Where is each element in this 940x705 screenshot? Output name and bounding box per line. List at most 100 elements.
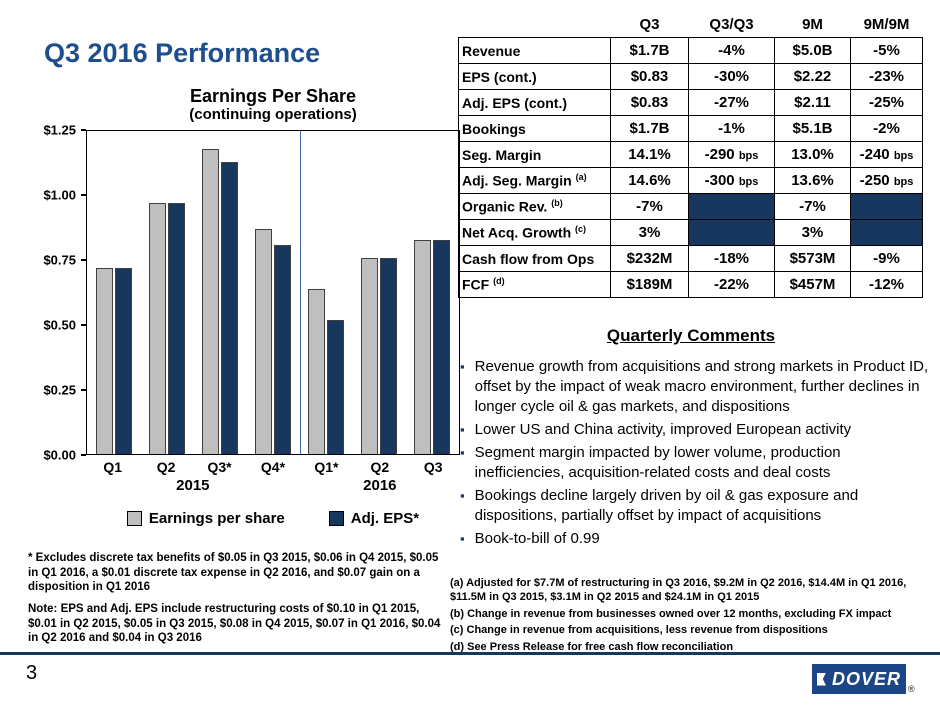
metric-label: Adj. Seg. Margin (a) [458,167,611,194]
metric-value: -7% [610,193,689,220]
bullet-icon: ▪ [460,488,465,503]
metric-label: Adj. EPS (cont.) [458,89,611,116]
bar-earnings-per-share [414,239,432,454]
metric-label: Organic Rev. (b) [458,193,611,220]
legend-item: Earnings per share [126,510,285,527]
metric-value: $2.22 [774,63,851,90]
bar-earnings-per-share [95,267,113,454]
metric-filled-cell [850,219,923,246]
registered-mark: ® [908,684,915,694]
bar-group [254,131,291,454]
metrics-row: Revenue $1.7B -4% $5.0B -5% [458,37,923,64]
metric-value: -30% [688,63,775,90]
footnote-item: (a) Adjusted for $7.7M of restructuring … [450,577,907,603]
bottom-divider [0,652,940,655]
metric-value: 14.6% [610,167,689,194]
plot-row: $1.25 $1.00 $0.75 $0.50 $0.25 $0.00 [28,123,460,463]
metrics-row: Adj. Seg. Margin (a) 14.6% -300 bps 13.6% -2… [458,167,923,194]
comment-item: ▪ Segment margin impacted by lower volume… [460,443,930,483]
footnote-restructuring: Note: EPS and Adj. EPS include restructu… [28,603,441,645]
metric-value: -18% [688,245,775,272]
eps-chart: Earnings Per Share (continuing operation… [28,86,460,527]
metrics-row: Adj. EPS (cont.) $0.83 -27% $2.11 -25% [458,89,923,116]
metric-label: EPS (cont.) [458,63,611,90]
legend-swatch [126,511,142,526]
metric-value: -1% [688,115,775,142]
footnotes-right: (a) Adjusted for $7.7M of restructuring … [450,577,930,658]
metrics-col-header: 9M/9M [863,16,910,33]
metric-value: -12% [850,271,923,298]
bar-earnings-per-share [201,149,219,454]
bar-adj-eps [220,162,238,454]
bar-group [95,131,132,454]
bullet-icon: ▪ [460,359,465,374]
comment-text: Lower US and China activity, improved Eu… [474,421,852,438]
metric-value: -250 bps [850,167,923,194]
x-tick-label: Q3 [423,459,443,475]
metrics-table-body: Revenue $1.7B -4% $5.0B -5% EPS (cont.) $0.83-… [458,37,923,298]
metrics-row: FCF (d) $189M -22% $457M -12% [458,271,923,298]
metrics-row: Seg. Margin 14.1% -290 bps 13.0% -240 bps [458,141,923,168]
legend-label: Earnings per share [148,510,285,527]
metric-value: $573M [774,245,851,272]
y-tick-mark [81,389,86,391]
bar-group [361,131,398,454]
metric-value: -300 bps [688,167,775,194]
metrics-col-header-empty [459,14,611,38]
metric-value: 3% [774,219,851,246]
metrics-table-block: Q3 Q3/Q3 9M 9M/9M Revenue $1.7B -4% $5.0B -5% EP… [458,14,923,298]
metric-label: Seg. Margin [458,141,611,168]
bar-adj-eps [327,319,345,454]
metric-value: $189M [610,271,689,298]
x-tick-label: Q3* [207,459,232,475]
bar-earnings-per-share [254,229,272,454]
bar-earnings-per-share [148,203,166,454]
metric-filled-cell [688,219,775,246]
year-divider-line [299,131,301,454]
metrics-row: EPS (cont.) $0.83 -30% $2.22 -23% [458,63,923,90]
comments-heading: Quarterly Comments [606,326,776,345]
metric-value: -22% [688,271,775,298]
footnote-item: (d) See Press Release for free cash flow… [450,641,734,653]
y-tick-mark [81,454,86,456]
dover-flag-icon [816,672,826,686]
metric-label: Bookings [458,115,611,142]
y-tick-label: $0.50 [43,317,76,333]
year-label: 2016 [363,477,397,494]
metric-label: Revenue [458,37,611,64]
y-tick-mark [81,259,86,261]
metrics-table: Q3 Q3/Q3 9M 9M/9M Revenue $1.7B -4% $5.0B -5% EP… [458,14,923,298]
x-tick-label: Q1 [103,459,123,475]
metric-value: $232M [610,245,689,272]
y-tick-label: $0.00 [43,447,76,463]
eps-plot-area [86,130,460,455]
metric-label: Net Acq. Growth (c) [458,219,611,246]
y-tick-mark [81,129,86,131]
comment-item: ▪ Revenue growth from acquisitions and st… [460,357,930,417]
comment-item: ▪ Book-to-bill of 0.99 [460,529,930,549]
dover-logo: DOVER ® [812,664,915,694]
comment-text: Segment margin impacted by lower volume,… [474,444,841,481]
dover-logo-text: DOVER [831,668,901,689]
bar-adj-eps [380,257,398,454]
bar-earnings-per-share [361,257,379,454]
metric-value: $1.7B [610,115,689,142]
metrics-col-header: 9M [802,16,823,33]
metric-value: 13.0% [774,141,851,168]
slide-title: Q3 2016 Performance [44,38,321,68]
metric-value: 13.6% [774,167,851,194]
footnote-tax: * Excludes discrete tax benefits of $0.0… [28,552,439,594]
y-tick-label: $1.00 [43,187,76,203]
metric-value: $457M [774,271,851,298]
x-tick-label: Q1* [314,459,339,475]
comment-text: Revenue growth from acquisitions and str… [474,358,929,415]
bar-group [201,131,238,454]
comment-text: Book-to-bill of 0.99 [474,530,600,547]
metric-label: Cash flow from Ops [458,245,611,272]
metric-label: FCF (d) [458,271,611,298]
bar-group [148,131,185,454]
bar-adj-eps [273,244,291,454]
bar-group [414,131,451,454]
bullet-icon: ▪ [460,445,465,460]
